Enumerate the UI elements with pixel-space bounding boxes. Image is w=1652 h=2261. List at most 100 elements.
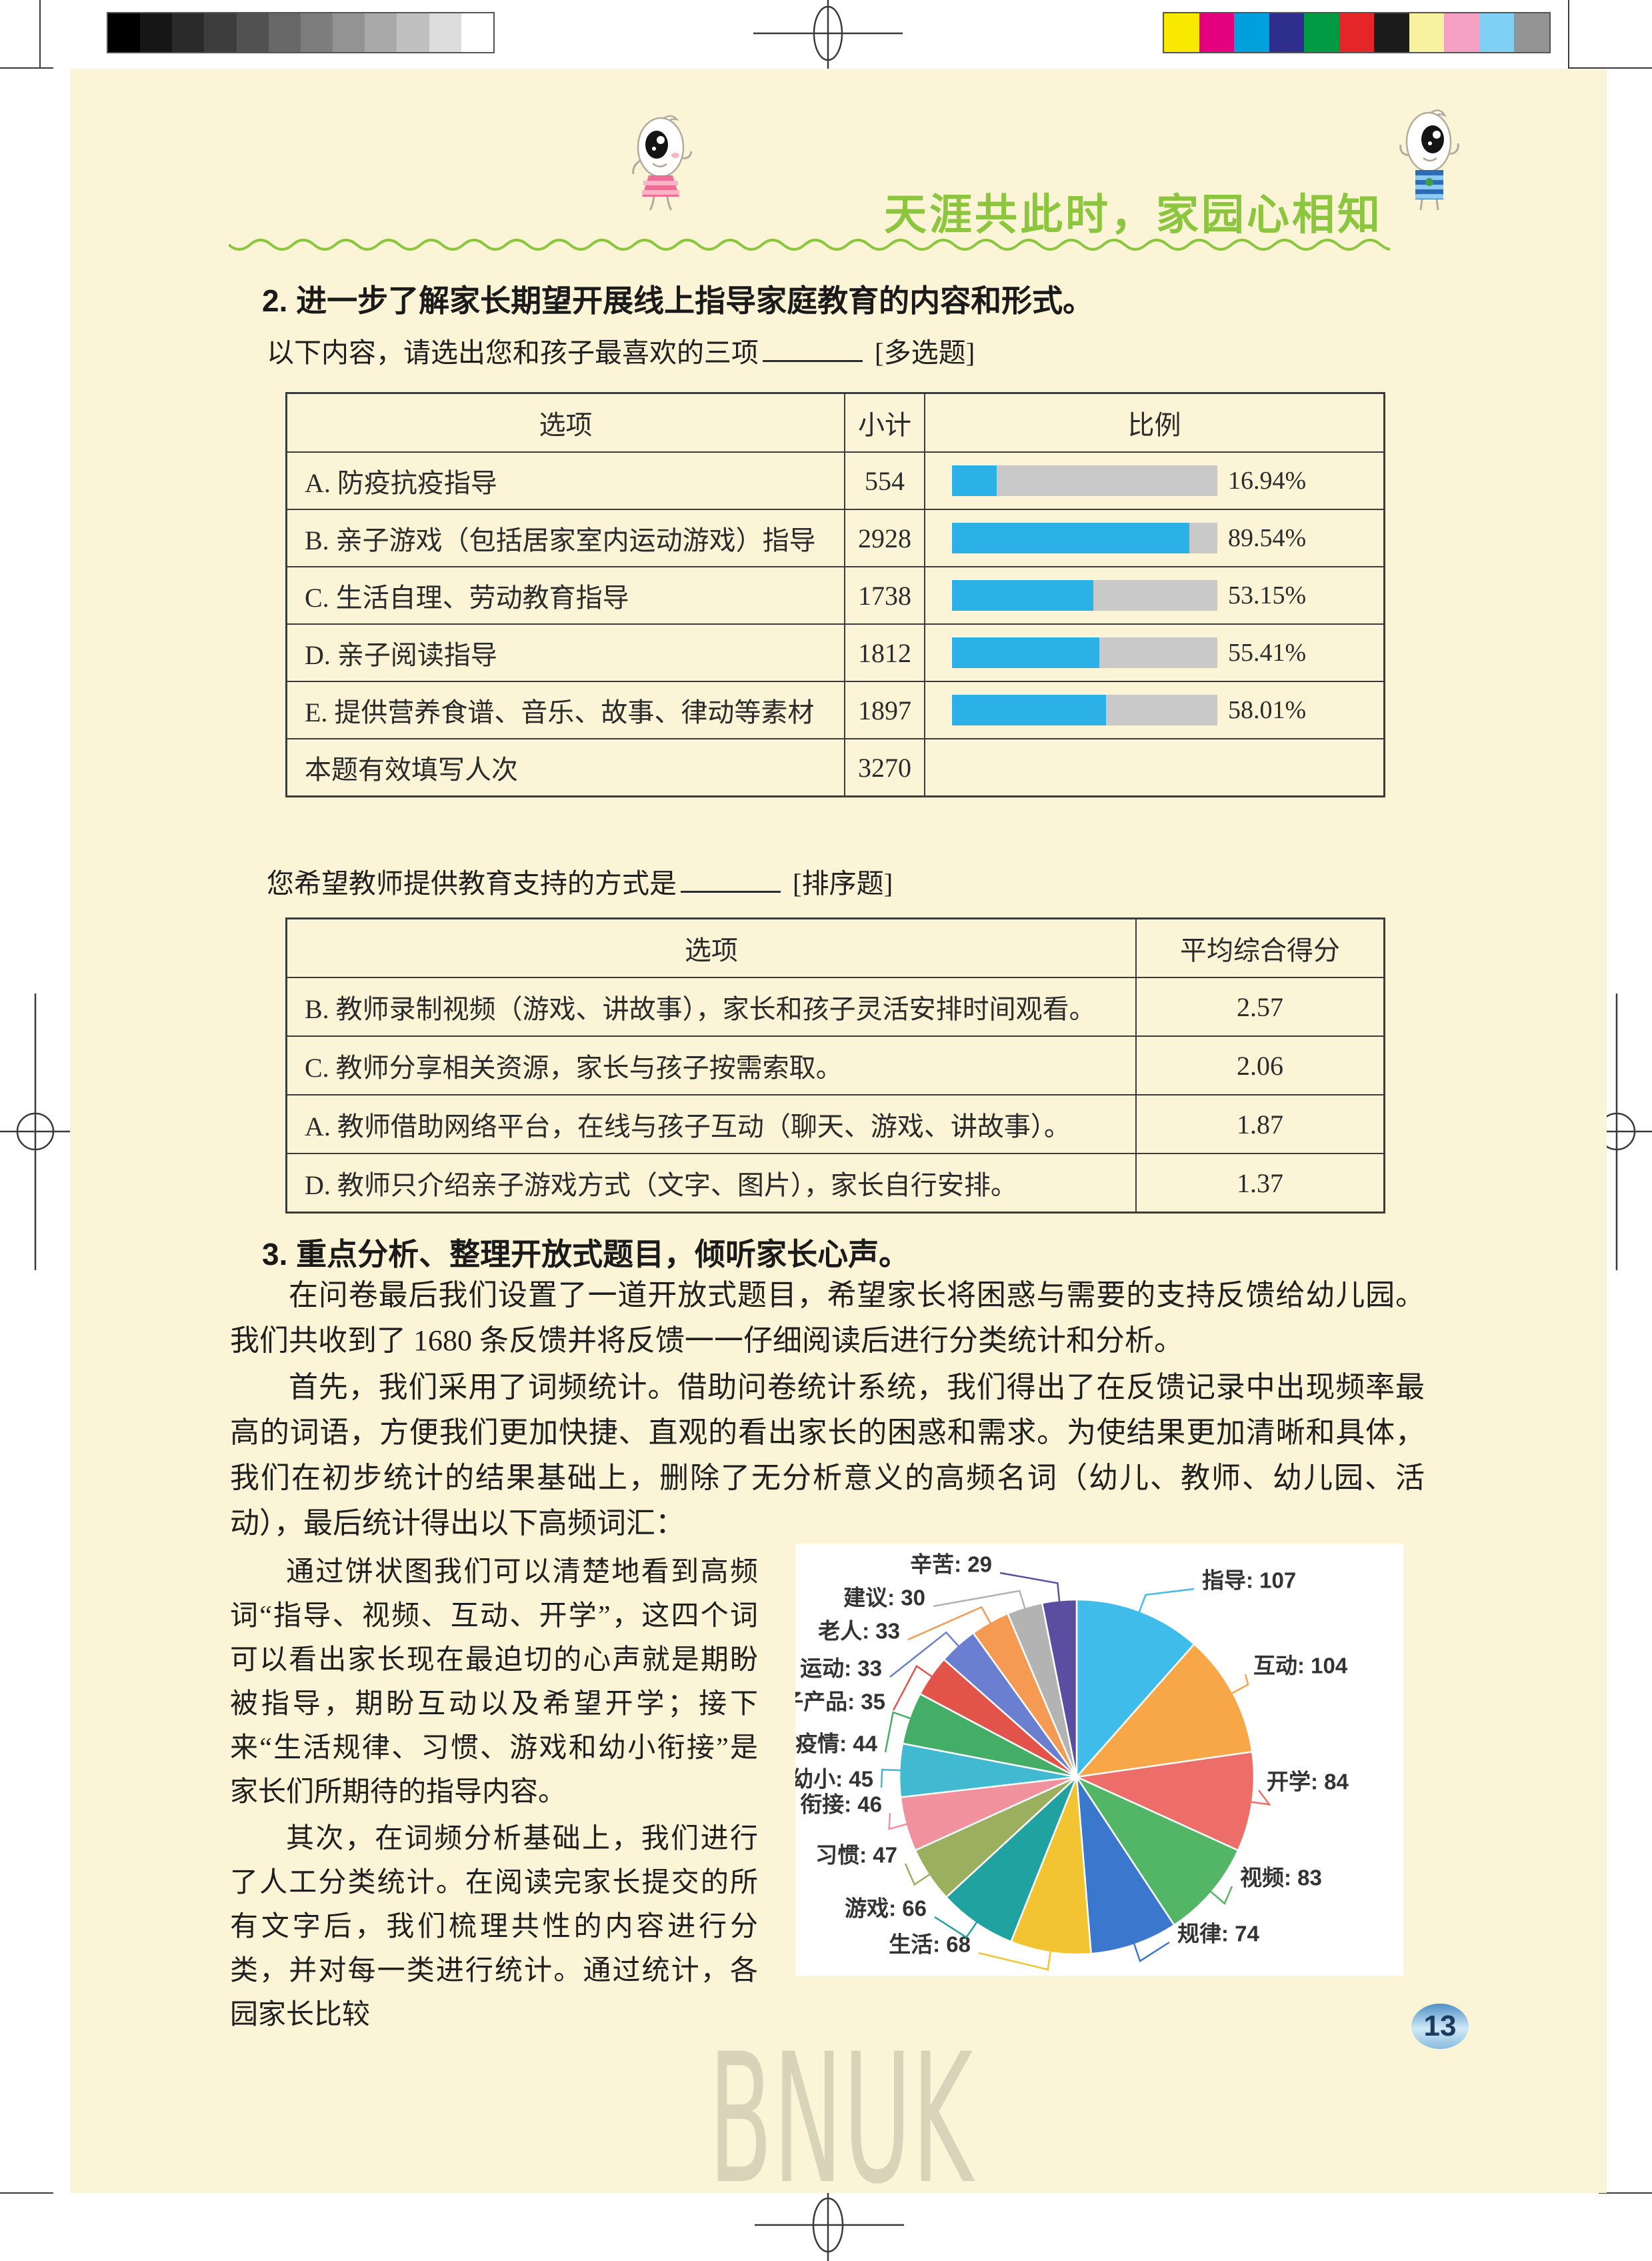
- table-cell: A. 防疫抗疫指导: [305, 468, 497, 498]
- watermark: BNUK: [709, 2016, 974, 2224]
- pie-label: 建议: 30: [843, 1586, 925, 1610]
- table-cell: 1.87: [1135, 1095, 1383, 1153]
- answer-blank: [681, 886, 781, 893]
- percentage-value: 16.94%: [1228, 467, 1307, 495]
- table-cell: E. 提供营养食谱、音乐、故事、律动等素材: [305, 697, 815, 727]
- table-cell: 比例: [924, 394, 1383, 451]
- table-cell: 选项: [539, 410, 593, 440]
- paragraph: 通过饼状图我们可以清楚地看到高频词“指导、视频、互动、开学”，这四个词可以看出家…: [230, 1557, 758, 1808]
- pie-label-leader: [884, 1711, 915, 1753]
- table-cell: 2928: [844, 510, 924, 566]
- pie-label-leader: [1227, 1674, 1249, 1696]
- table-cell: [924, 739, 1383, 795]
- table-cell: A. 教师借助网络平台，在线与孩子互动（聊天、游戏、讲故事）。: [305, 1111, 1071, 1142]
- pie-label-leader: [892, 1664, 936, 1711]
- pie-label: 生活: 68: [889, 1932, 971, 1957]
- pie-label: 幼小: 45: [795, 1767, 873, 1792]
- section2-question: 以下内容，请选出您和孩子最喜欢的三项 [多选题]: [267, 337, 975, 368]
- table-row: B. 亲子游戏（包括居家室内运动游戏）指导 2928 89.54%: [287, 509, 1383, 566]
- pie-label: 老人: 33: [818, 1619, 900, 1644]
- table-cell: 平均综合得分: [1135, 919, 1383, 977]
- pie-label-leader: [1247, 1790, 1271, 1806]
- pie-label: 开学: 84: [1267, 1770, 1349, 1794]
- pie-label: 指导: 107: [1202, 1568, 1296, 1593]
- table-header-row: 选项 小计 比例: [287, 394, 1383, 451]
- registration-mark-left: [0, 993, 73, 1270]
- table-cell: B. 亲子游戏（包括居家室内运动游戏）指导: [305, 525, 816, 555]
- calibration-swatch: [268, 13, 301, 52]
- percentage-bar-track: [952, 465, 1217, 496]
- table-cell: 1.37: [1135, 1154, 1383, 1212]
- calibration-swatch: [108, 13, 141, 52]
- table-row: D. 亲子阅读指导 1812 55.41%: [287, 623, 1383, 681]
- calibration-swatch: [397, 13, 429, 52]
- table-cell: D. 亲子阅读指导: [305, 640, 497, 670]
- paragraph: 首先，我们采用了词频统计。借助问卷统计系统，我们得出了在反馈记录中出现频率最高的…: [230, 1371, 1425, 1540]
- color-calibration-bar: [1163, 12, 1551, 53]
- table-cell: D. 教师只介绍亲子游戏方式（文字、图片），家长自行安排。: [305, 1170, 1017, 1200]
- calibration-swatch: [172, 13, 205, 52]
- calibration-swatch: [333, 13, 365, 52]
- pie-label-leader: [999, 1572, 1061, 1606]
- table-row: E. 提供营养食谱、音乐、故事、律动等素材 1897 58.01%: [287, 681, 1383, 738]
- table-row: B. 教师录制视频（游戏、讲故事），家长和孩子灵活安排时间观看。 2.57: [287, 977, 1383, 1035]
- pie-label: 互动: 104: [1253, 1654, 1348, 1678]
- table-cell: 55.41%: [924, 625, 1383, 681]
- answer-blank: [763, 355, 863, 362]
- calibration-swatch: [429, 13, 461, 52]
- table-cell: 选项: [685, 935, 738, 965]
- calibration-swatch: [365, 13, 397, 52]
- percentage-bar-fill: [952, 637, 1099, 668]
- grayscale-calibration-bar: [107, 12, 495, 53]
- table-cell: 53.15%: [924, 567, 1383, 623]
- trim-mark: [1568, 0, 1569, 69]
- percentage-bar-track: [952, 523, 1217, 553]
- percentage-value: 55.41%: [1228, 639, 1307, 667]
- calibration-swatch: [236, 13, 269, 52]
- table-row: A. 教师借助网络平台，在线与孩子互动（聊天、游戏、讲故事）。 1.87: [287, 1094, 1383, 1153]
- percentage-bar-track: [952, 695, 1217, 725]
- mascot-girl-icon: [632, 115, 693, 211]
- percentage-bar-fill: [952, 465, 997, 496]
- percentage-bar-fill: [952, 695, 1106, 725]
- pie-label-leader: [880, 1768, 905, 1788]
- percentage-bar-track: [952, 637, 1217, 668]
- table-cell: 58.01%: [924, 682, 1383, 738]
- table-cell: 本题有效填写人次: [305, 755, 518, 785]
- ranking-results-table: 选项 平均综合得分 B. 教师录制视频（游戏、讲故事），家长和孩子灵活安排时间观看。…: [285, 917, 1385, 1214]
- calibration-swatch: [1269, 13, 1305, 52]
- pie-label-leader: [1207, 1886, 1233, 1905]
- paragraph: 其次，在词频分析基础上，我们进行了人工分类统计。在阅读完家长提交的所有文字后，我…: [230, 1824, 758, 2030]
- table-cell: 2.06: [1135, 1037, 1383, 1094]
- percentage-bar-fill: [952, 580, 1093, 611]
- percentage-bar-fill: [952, 523, 1189, 553]
- wavy-divider: [229, 239, 1390, 251]
- percentage-bar-track: [952, 580, 1217, 611]
- pie-label-leader: [904, 1863, 934, 1886]
- calibration-swatch: [1199, 13, 1235, 52]
- table-cell: 16.94%: [924, 453, 1383, 509]
- pie-label: 运动: 33: [800, 1656, 882, 1681]
- percentage-value: 58.01%: [1228, 696, 1307, 724]
- pie-label-leader: [934, 1916, 980, 1939]
- page-title: 天涯共此时，家园心相知: [884, 191, 1383, 239]
- calibration-swatch: [1234, 13, 1269, 52]
- table-cell: 1812: [844, 625, 924, 681]
- pie-label-leader: [907, 1606, 993, 1641]
- trim-mark: [1599, 2192, 1652, 2194]
- pie-label: 衔接: 46: [800, 1792, 882, 1817]
- calibration-swatch: [461, 13, 493, 52]
- pie-label: 疫情: 44: [795, 1732, 878, 1756]
- table-row: A. 防疫抗疫指导 554 16.94%: [287, 451, 1383, 509]
- calibration-swatch: [1374, 13, 1409, 52]
- table-row: D. 教师只介绍亲子游戏方式（文字、图片），家长自行安排。 1.37: [287, 1153, 1383, 1212]
- pie-label-leader: [978, 1947, 1052, 1971]
- section2-heading: 2. 进一步了解家长期望开展线上指导家庭教育的内容和形式。: [262, 283, 1094, 318]
- section3-heading: 3. 重点分析、整理开放式题目，倾听家长心声。: [262, 1237, 910, 1272]
- table-row: 本题有效填写人次 3270: [287, 738, 1383, 795]
- pie-label-leader: [1137, 1588, 1195, 1617]
- pie-label-leader: [888, 1812, 911, 1830]
- table-cell: B. 教师录制视频（游戏、讲故事），家长和孩子灵活安排时间观看。: [305, 994, 1096, 1024]
- calibration-swatch: [140, 13, 173, 52]
- pie-label: 辛苦: 29: [910, 1552, 992, 1577]
